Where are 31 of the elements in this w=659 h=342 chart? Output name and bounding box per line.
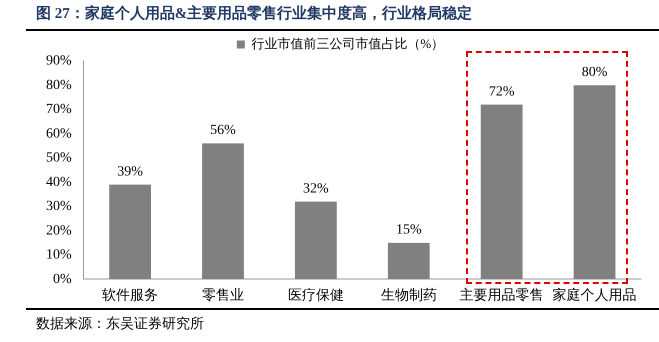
y-tick-label: 30% [46, 199, 72, 214]
bar [294, 202, 337, 280]
y-tick-label: 60% [46, 126, 72, 142]
x-tick-label: 零售业 [202, 287, 244, 304]
x-tick-label: 软件服务 [102, 287, 158, 304]
text: 32% [303, 181, 329, 196]
source-note: 数据来源：东吴证券研究所 [36, 315, 204, 333]
bar [109, 184, 152, 280]
y-tick-label: 10% [46, 248, 72, 263]
y-tick-label: 70% [46, 102, 72, 118]
text: 15% [396, 222, 422, 238]
text: 56% [210, 123, 236, 138]
bar [202, 143, 244, 280]
x-tick-label: 家庭个人用品 [552, 287, 637, 304]
bar [480, 104, 523, 280]
y-tick-label: 40% [46, 174, 72, 190]
y-tick-label: 80% [46, 78, 72, 93]
text: 39% [117, 164, 143, 180]
x-tick-label: 生物制药 [380, 287, 437, 304]
chart-title: 图 27：家庭个人用品&主要用品零售行业集中度高，行业格局稳定 [36, 4, 472, 23]
text: 80% [582, 64, 608, 80]
x-tick-label: 医疗保健 [288, 287, 344, 304]
bar [388, 242, 430, 280]
bar [574, 85, 616, 280]
y-tick-label: 50% [46, 150, 72, 166]
legend-label: 行业市值前三公司市值占比（%） [251, 36, 444, 51]
y-tick-label: 90% [46, 54, 72, 69]
text: 72% [488, 84, 514, 100]
y-tick-label: 0% [52, 272, 72, 287]
y-tick-label: 20% [46, 223, 72, 238]
x-tick-label: 主要用品零售 [460, 287, 544, 304]
